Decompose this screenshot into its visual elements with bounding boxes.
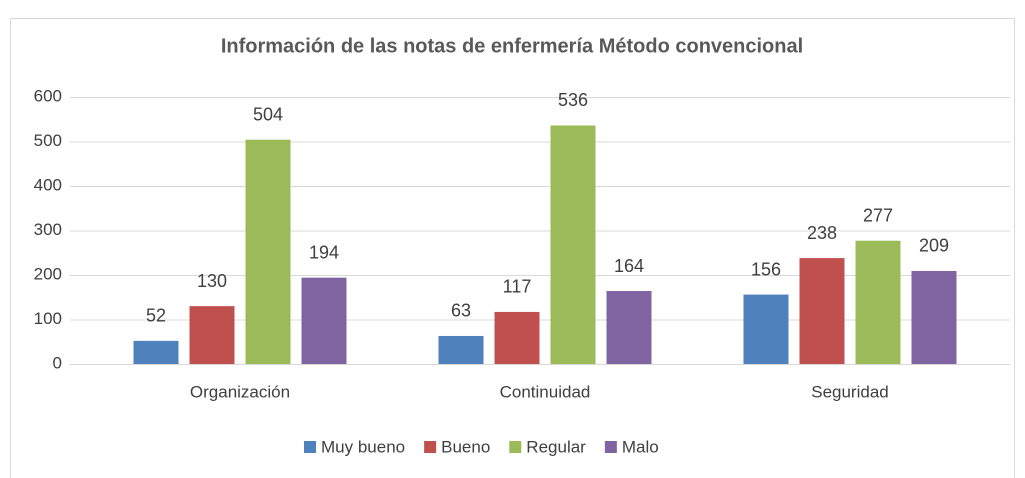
bar [301,277,347,364]
data-label: 164 [614,256,644,276]
legend-label: Muy bueno [321,437,405,456]
legend-label: Bueno [441,437,490,456]
bar [855,240,901,364]
bar [494,311,540,364]
bar [799,258,845,364]
chart-title: Información de las notas de enfermería M… [221,35,803,57]
x-tick-label: Seguridad [811,382,889,401]
data-label: 194 [309,242,339,262]
legend-swatch [509,441,522,453]
y-tick-label: 600 [34,86,62,105]
data-label: 504 [253,104,283,124]
y-tick-label: 400 [34,175,62,194]
bar [743,294,789,364]
x-tick-label: Organización [190,382,290,401]
data-label: 52 [146,306,166,326]
legend-swatch [604,441,617,453]
bar [911,270,957,364]
x-tick-label: Continuidad [500,382,591,401]
data-label: 277 [863,205,893,225]
bar [438,335,484,364]
legend-label: Malo [622,437,659,456]
data-label: 536 [558,90,588,110]
chart-frame [10,18,1015,478]
data-label: 63 [451,301,471,321]
y-tick-label: 100 [34,309,62,328]
data-label: 156 [751,259,781,279]
bar [189,306,235,364]
legend-swatch [424,441,437,453]
data-label: 130 [197,271,227,291]
y-tick-label: 500 [34,131,62,150]
y-tick-label: 300 [34,220,62,239]
bar [245,139,291,364]
legend-label: Regular [526,437,586,456]
bar [606,291,652,364]
y-tick-label: 0 [53,353,62,372]
bar [133,340,179,364]
data-label: 209 [919,236,949,256]
data-label: 117 [503,277,532,297]
bar [550,125,596,364]
y-tick-label: 200 [34,264,62,283]
legend-swatch [304,441,316,453]
data-label: 238 [807,223,837,243]
